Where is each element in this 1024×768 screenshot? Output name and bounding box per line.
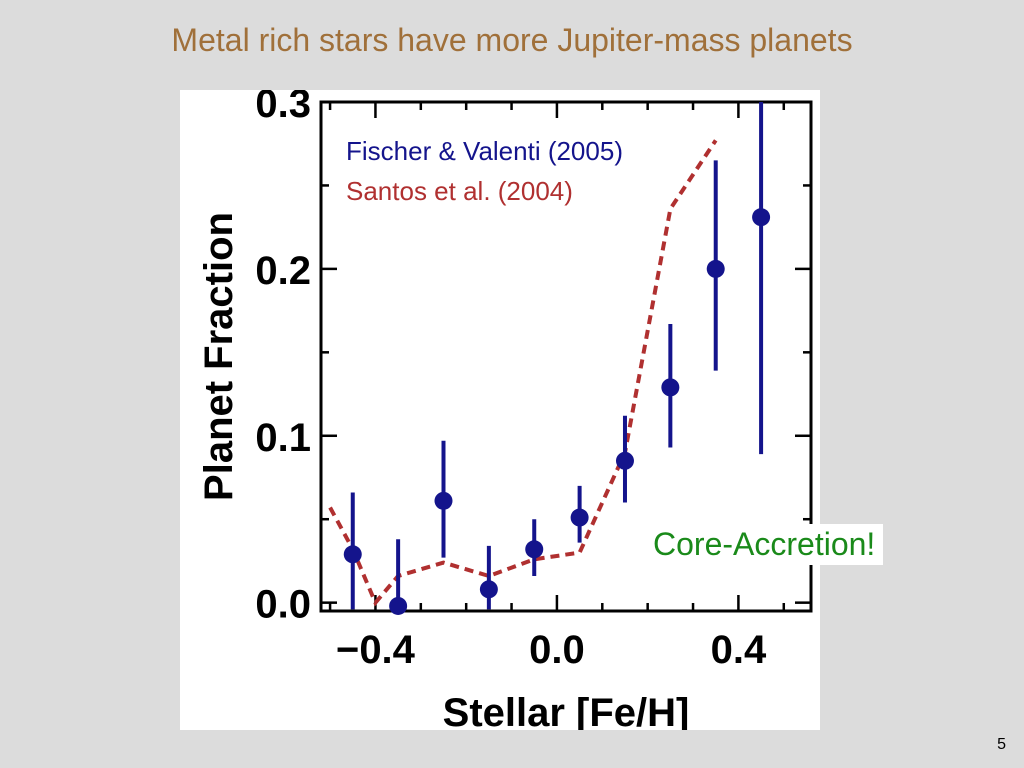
fischer-point [661,378,680,397]
y-tick-label: 0.3 [255,90,311,126]
slide-title: Metal rich stars have more Jupiter-mass … [171,22,853,58]
fischer-point [752,208,771,227]
x-tick-label: 0.0 [529,628,585,672]
x-axis-label: Stellar [Fe/H] [443,691,690,730]
fischer-point [570,508,589,527]
chart-area: 0.0 0.1 0.2 0.3 −0.4 0.0 0.4 Stellar [Fe/H] Plan… [180,82,820,735]
y-axis-label: Planet Fraction [197,212,241,501]
legend-santos: Santos et al. (2004) [346,176,573,206]
y-tick-label: 0.0 [255,583,311,627]
fischer-point [343,545,362,564]
page-number: 5 [997,736,1006,753]
fischer-point [706,259,725,278]
x-tick-label: 0.4 [711,628,767,672]
fischer-point [525,540,544,559]
fischer-point [434,491,453,510]
plot-frame [319,100,813,613]
fischer-point [479,580,498,599]
x-tick-label: −0.4 [336,628,416,672]
core-accretion-callout: Core-Accretion! [645,524,884,565]
y-tick-label: 0.2 [255,249,311,293]
fischer-point [615,451,634,470]
y-tick-label: 0.1 [255,416,311,460]
planet-fraction-chart: 0.0 0.1 0.2 0.3 −0.4 0.0 0.4 Stellar [Fe/H] Plan… [197,82,813,735]
legend-fischer: Fischer & Valenti (2005) [346,136,623,166]
fischer-point [389,596,408,615]
